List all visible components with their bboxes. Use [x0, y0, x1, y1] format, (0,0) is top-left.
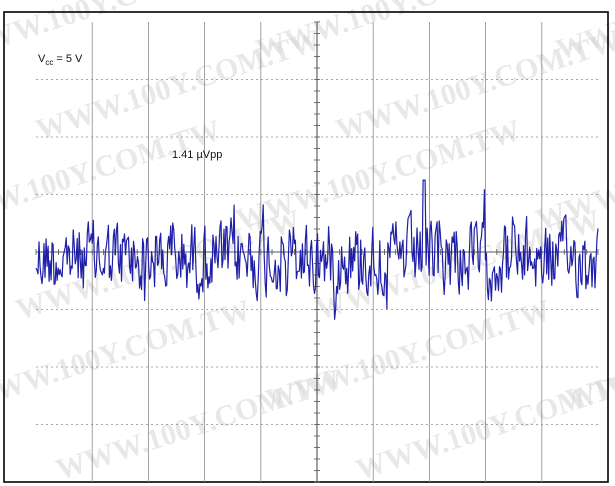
outer-frame — [3, 11, 609, 483]
supply-voltage-label: Vcc = 5 V — [38, 53, 83, 67]
noise-trace-line — [35, 179, 599, 320]
amplitude-annotation: 1.41 µVpp — [172, 149, 222, 161]
noise-trace — [35, 179, 599, 320]
